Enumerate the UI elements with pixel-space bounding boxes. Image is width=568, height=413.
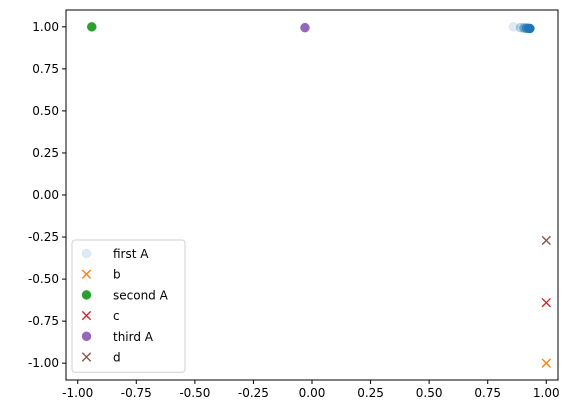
x-tick-label: 0.75	[474, 386, 501, 400]
y-tick-label: 0.50	[32, 104, 59, 118]
x-tick-label: -0.75	[121, 386, 152, 400]
legend-label: c	[113, 309, 120, 323]
x-tick-label: 1.00	[533, 386, 560, 400]
legend-label: d	[113, 351, 121, 365]
y-axis: -1.00 -0.75 -0.50 -0.25 0.00 0.25 0.50 0.75 1.00	[28, 20, 66, 370]
legend: first A b second A c third A d	[71, 239, 186, 373]
legend-marker	[81, 310, 92, 321]
y-tick-label: -1.00	[28, 356, 59, 370]
data-point-series-0	[508, 22, 519, 32]
y-tick-label: -0.50	[28, 272, 59, 286]
data-point-series-4	[300, 22, 310, 33]
data-points	[87, 22, 551, 368]
y-tick-label: 0.25	[32, 146, 59, 160]
x-tick-label: 0.25	[357, 386, 384, 400]
legend-marker	[81, 290, 92, 300]
y-tick-label: 0.75	[32, 62, 59, 76]
legend-label: first A	[113, 247, 149, 261]
data-point-series-1	[541, 358, 551, 368]
data-point-series-5	[541, 235, 551, 246]
x-tick-label: 0.50	[416, 386, 443, 400]
data-point-series-0	[525, 23, 535, 34]
legend-marker	[81, 331, 92, 342]
legend-label: b	[113, 268, 121, 282]
legend-box	[71, 239, 186, 373]
y-tick-label: -0.75	[28, 314, 59, 328]
legend-marker	[81, 248, 92, 259]
data-point-series-2	[87, 22, 97, 32]
legend-marker	[81, 269, 92, 279]
y-tick-label: 1.00	[32, 20, 59, 34]
x-axis: -1.00 -0.75 -0.50 -0.25 0.00 0.25 0.50 0.75 1.00	[62, 380, 560, 400]
y-tick-label: -0.25	[28, 230, 59, 244]
legend-label: second A	[113, 288, 169, 302]
legend-marker	[81, 352, 92, 362]
x-tick-label: 0.00	[299, 386, 326, 400]
y-tick-label: 0.00	[32, 188, 59, 202]
x-tick-label: -0.50	[179, 386, 210, 400]
data-point-series-3	[541, 297, 551, 308]
x-tick-label: -0.25	[238, 386, 269, 400]
legend-label: third A	[113, 330, 154, 344]
x-tick-label: -1.00	[62, 386, 93, 400]
